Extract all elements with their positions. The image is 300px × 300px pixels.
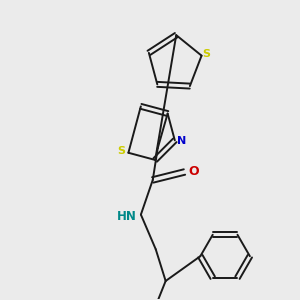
Text: HN: HN [117, 210, 137, 223]
Text: N: N [177, 136, 186, 146]
Text: S: S [118, 146, 125, 156]
Text: O: O [188, 166, 199, 178]
Text: S: S [202, 49, 211, 59]
